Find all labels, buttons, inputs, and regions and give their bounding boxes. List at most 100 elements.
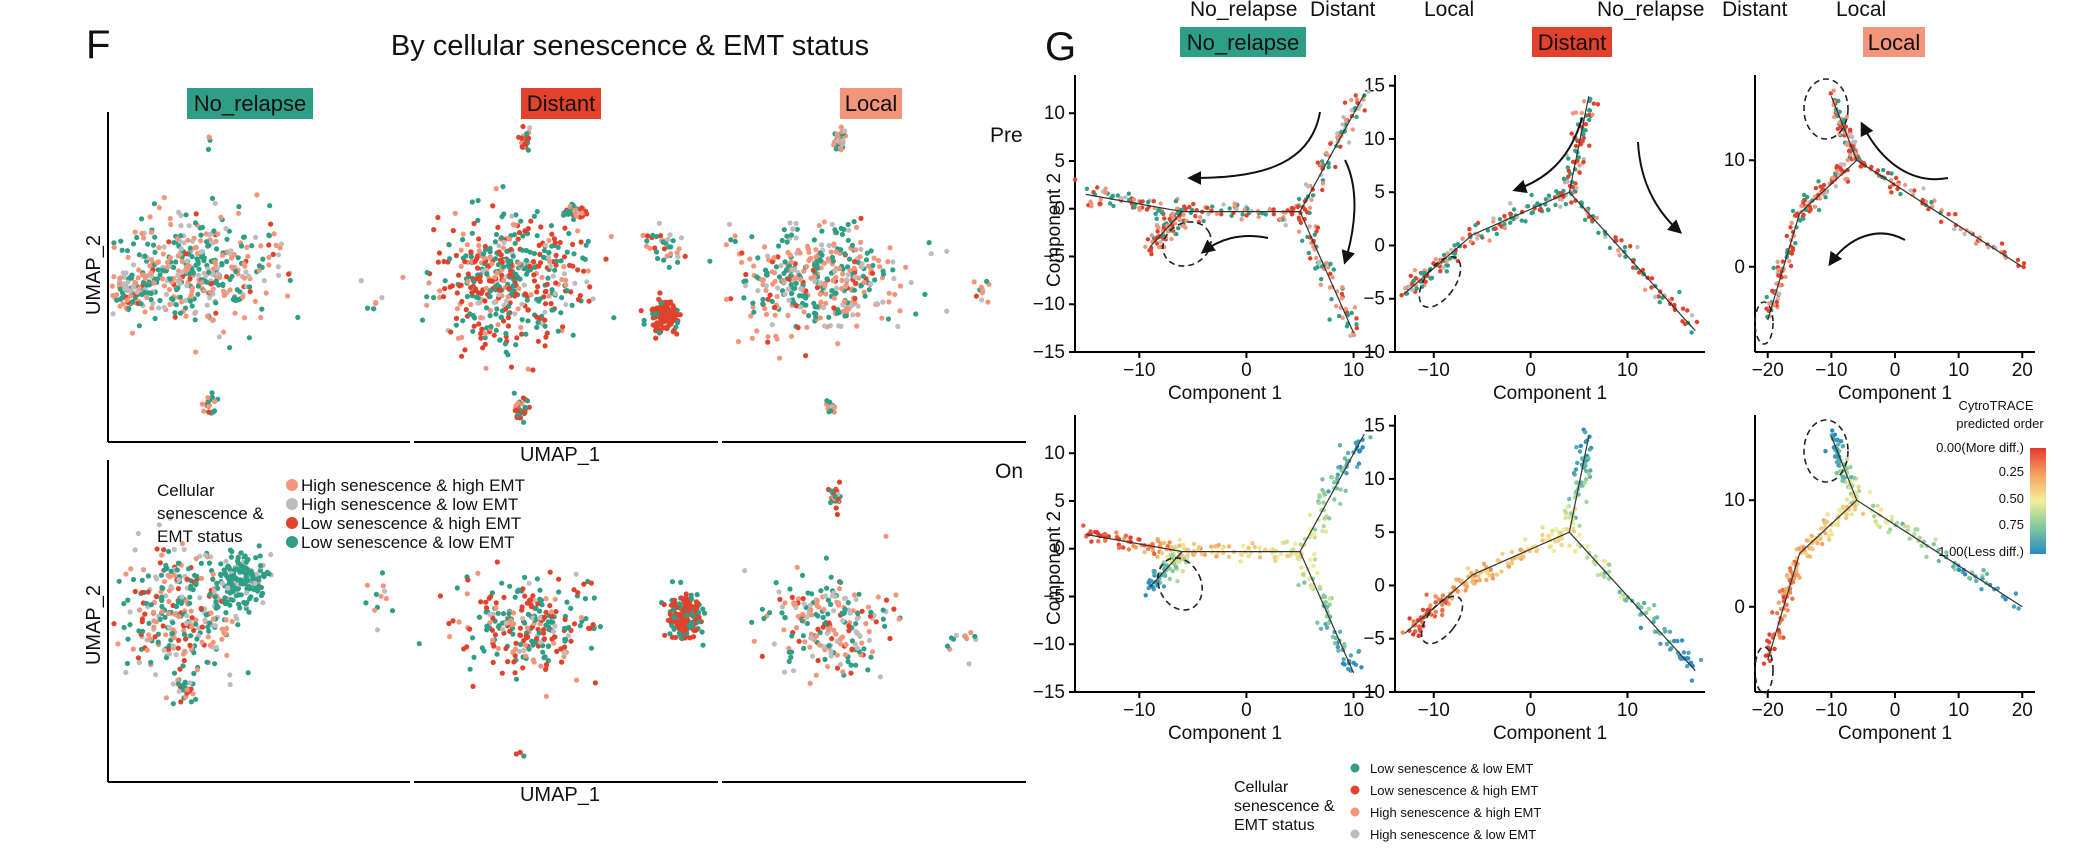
umap-point [183, 251, 189, 257]
trajectory-point [1875, 168, 1881, 173]
trajectory-point [1460, 236, 1465, 241]
trajectory-point [1583, 477, 1589, 482]
umap-point [238, 568, 244, 574]
umap-point [849, 646, 855, 652]
umap-point [258, 584, 264, 591]
umap-point [187, 680, 193, 686]
trajectory-point [1362, 108, 1367, 113]
umap-point [553, 262, 559, 268]
trajectory-point [1323, 621, 1328, 627]
umap-point [788, 282, 794, 288]
trajectory-point [1505, 561, 1511, 566]
umap-point [227, 287, 233, 293]
trajectory-point [1974, 578, 1979, 584]
g-y-tick-label: 5 [1374, 182, 1385, 203]
g-x-tick-label: 10 [1948, 360, 1969, 381]
trajectory-point [1181, 212, 1186, 217]
umap-point [287, 277, 293, 283]
umap-point [478, 599, 484, 605]
g-y-tick-label: −5 [1363, 289, 1385, 310]
strip-f-no-relapse-label: No_relapse [194, 91, 307, 116]
trajectory-point [1502, 213, 1507, 219]
umap-point [191, 650, 197, 656]
umap-point [530, 259, 537, 265]
umap-point [524, 297, 530, 303]
umap-point [842, 652, 849, 658]
trajectory-point [1182, 204, 1187, 209]
trajectory-point [1565, 179, 1570, 184]
umap-point [665, 301, 671, 307]
umap-point [210, 576, 216, 583]
trajectory-point [1889, 514, 1895, 519]
umap-point [846, 227, 852, 233]
umap-point [490, 615, 496, 621]
umap-point [506, 264, 512, 270]
umap-point [235, 255, 241, 261]
umap-point [678, 579, 684, 586]
g-y-tick-label: −5 [1363, 629, 1385, 650]
panel-f: F By cellular senescence & EMT status No… [83, 23, 1026, 806]
umap-point [233, 613, 239, 620]
umap-point [136, 267, 142, 273]
umap-point [152, 315, 158, 322]
trajectory-point [1984, 571, 1990, 577]
umap-point [154, 594, 160, 600]
umap-point [206, 269, 212, 275]
umap-point [833, 274, 839, 280]
umap-point [456, 272, 462, 278]
umap-point [229, 264, 235, 270]
trajectory-point [1962, 231, 1967, 237]
trajectory-point [1844, 515, 1849, 521]
umap-point [847, 268, 853, 274]
trajectory-point [1929, 200, 1934, 205]
umap-point [499, 580, 505, 586]
umap-point [774, 293, 780, 300]
trajectory-point [1616, 248, 1621, 253]
trajectory-point [1820, 541, 1825, 547]
trajectory-point [1479, 234, 1484, 239]
umap-point [166, 588, 173, 594]
trajectory-point [1816, 207, 1822, 213]
trajectory-point [1907, 536, 1912, 541]
trajectory-point [1407, 616, 1412, 621]
umap-point [813, 247, 819, 253]
umap-point [985, 299, 991, 305]
umap-point [608, 233, 614, 240]
trajectory-point [1617, 253, 1622, 258]
trajectory-point [1801, 216, 1806, 221]
trajectory-point [1213, 544, 1218, 549]
trajectory-point [1602, 570, 1608, 575]
umap-point [815, 613, 821, 619]
umap-point [151, 609, 157, 615]
trajectory-point [1547, 545, 1552, 550]
strip-f-local [840, 88, 902, 119]
umap-point [831, 608, 837, 614]
strip-g-local-label: Local [1868, 30, 1921, 55]
trajectory-point [1785, 608, 1790, 613]
umap-point [544, 330, 550, 336]
umap-point [203, 612, 210, 618]
umap-point [782, 614, 788, 621]
umap-point [537, 587, 543, 593]
umap-point [187, 298, 193, 304]
trajectory-point [1995, 586, 2001, 591]
trajectory-point [1844, 466, 1850, 471]
umap-point [761, 615, 767, 622]
umap-point [166, 239, 172, 245]
umap-point [809, 635, 815, 641]
umap-point [755, 288, 761, 294]
umap-point [551, 236, 558, 242]
umap-point [797, 276, 804, 282]
trajectory-point [1936, 558, 1942, 564]
umap-point [838, 225, 844, 231]
umap-point [883, 597, 890, 603]
trajectory-point [1819, 526, 1824, 531]
trajectory-point [1787, 566, 1793, 571]
trajectory-point [1340, 315, 1345, 320]
umap-point [512, 311, 518, 317]
umap-point [879, 315, 885, 321]
trajectory-point [1346, 140, 1352, 145]
umap-point [851, 265, 857, 272]
umap-point [571, 587, 577, 593]
umap-point [199, 280, 205, 286]
